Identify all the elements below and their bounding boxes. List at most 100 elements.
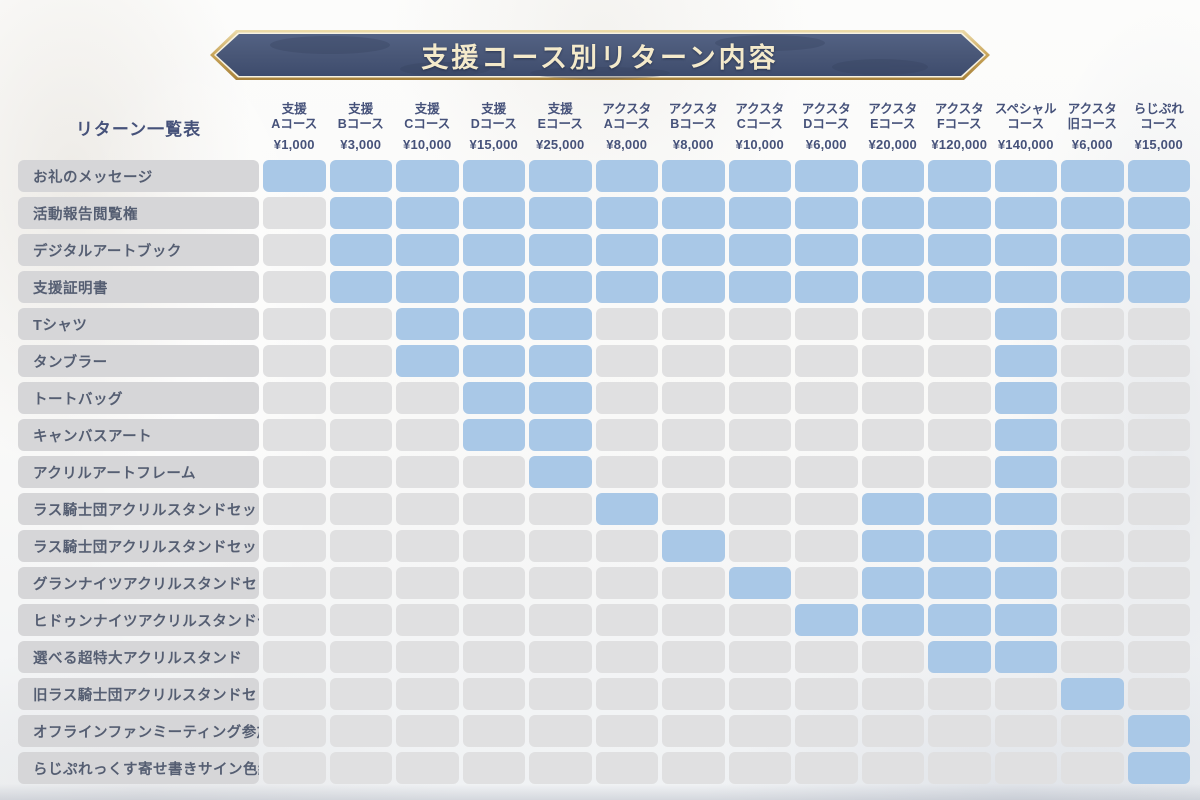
return-cell [1127, 308, 1190, 340]
return-cell [662, 456, 725, 488]
return-cell [795, 456, 858, 488]
return-cell [263, 345, 326, 377]
return-cell [861, 197, 924, 229]
return-cell [396, 160, 459, 192]
return-cell [795, 308, 858, 340]
return-cell [396, 308, 459, 340]
row-label: グランナイツアクリルスタンドセット [18, 567, 259, 599]
return-cell [1127, 641, 1190, 673]
return-cell [662, 678, 725, 710]
course-name-line2: Bコース [337, 116, 384, 131]
return-cell [329, 345, 392, 377]
row-label: 選べる超特大アクリルスタンド [18, 641, 259, 673]
return-cell [728, 752, 791, 784]
return-cell [728, 715, 791, 747]
column-header-9: アクスタ Dコース ¥6,000 [795, 99, 858, 155]
return-cell [728, 160, 791, 192]
return-cell [529, 715, 592, 747]
column-header-4: 支援 Dコース ¥15,000 [463, 99, 526, 155]
return-cell [1127, 567, 1190, 599]
return-cell [662, 197, 725, 229]
return-cell [329, 308, 392, 340]
column-header-7: アクスタ Bコース ¥8,000 [662, 99, 725, 155]
row-label: オフラインファンミーティング参加券 [18, 715, 259, 747]
row-label: デジタルアートブック [18, 234, 259, 266]
course-name-line1: らじぷれ [1133, 102, 1184, 116]
return-cell [928, 567, 991, 599]
course-price: ¥10,000 [403, 136, 452, 152]
return-cell [263, 160, 326, 192]
return-cell [728, 345, 791, 377]
return-cell [595, 530, 658, 562]
return-cell [595, 752, 658, 784]
column-header-12: スペシャル コース ¥140,000 [995, 99, 1058, 155]
return-cell [994, 234, 1057, 266]
return-cell [1127, 456, 1190, 488]
column-header-11: アクスタ Fコース ¥120,000 [928, 99, 991, 155]
page-title: 支援コース別リターン内容 [421, 42, 779, 73]
course-name-line2: コース [1140, 116, 1178, 131]
return-cell [928, 715, 991, 747]
return-cell [861, 419, 924, 451]
return-cell [1127, 493, 1190, 525]
return-cell [1127, 752, 1190, 784]
return-cell [329, 752, 392, 784]
return-cell [928, 752, 991, 784]
course-name-line1: 支援 [481, 102, 507, 116]
return-cell [529, 456, 592, 488]
return-cell [396, 456, 459, 488]
return-cell [1127, 382, 1190, 414]
return-cell [1061, 382, 1124, 414]
course-name-line1: アクスタ [1067, 102, 1117, 116]
return-cell [728, 530, 791, 562]
return-cell [994, 271, 1057, 303]
return-cell [662, 419, 725, 451]
return-cell [529, 678, 592, 710]
course-name-line1: アクスタ [735, 102, 785, 116]
course-name-line1: 支援 [547, 102, 573, 116]
course-name-line2: Bコース [670, 116, 717, 131]
return-cell [795, 197, 858, 229]
return-cell [529, 419, 592, 451]
course-name-line2: Dコース [470, 116, 517, 131]
return-cell [861, 641, 924, 673]
row-label: ラス騎士団アクリルスタンドセットB [18, 530, 259, 562]
return-cell [861, 160, 924, 192]
return-cell [396, 715, 459, 747]
column-header-3: 支援 Cコース ¥10,000 [396, 99, 459, 155]
course-name-line2: Eコース [537, 116, 583, 131]
return-cell [861, 530, 924, 562]
return-cell [994, 345, 1057, 377]
column-header-10: アクスタ Eコース ¥20,000 [862, 99, 925, 155]
return-cell [329, 382, 392, 414]
row-label: ラス騎士団アクリルスタンドセットA [18, 493, 259, 525]
return-cell [396, 345, 459, 377]
return-cell [462, 345, 525, 377]
return-cell [928, 530, 991, 562]
row-label: ヒドゥンナイツアクリルスタンドセット [18, 604, 259, 636]
return-cell [329, 234, 392, 266]
return-cell [928, 382, 991, 414]
return-cell [795, 530, 858, 562]
return-cell [462, 271, 525, 303]
return-cell [329, 678, 392, 710]
return-cell [928, 234, 991, 266]
return-cell [329, 456, 392, 488]
return-cell [1061, 678, 1124, 710]
course-price: ¥25,000 [536, 136, 585, 152]
return-cell [994, 567, 1057, 599]
return-cell [462, 493, 525, 525]
course-price: ¥1,000 [273, 136, 315, 152]
course-name-line2: Eコース [870, 116, 916, 131]
return-cell [1127, 530, 1190, 562]
return-cell [595, 715, 658, 747]
return-cell [529, 752, 592, 784]
return-cell [928, 493, 991, 525]
return-cell [994, 530, 1057, 562]
return-cell [396, 567, 459, 599]
return-cell [529, 234, 592, 266]
column-header-6: アクスタ Aコース ¥8,000 [596, 99, 659, 155]
return-cell [994, 419, 1057, 451]
return-cell [462, 456, 525, 488]
return-cell [861, 382, 924, 414]
